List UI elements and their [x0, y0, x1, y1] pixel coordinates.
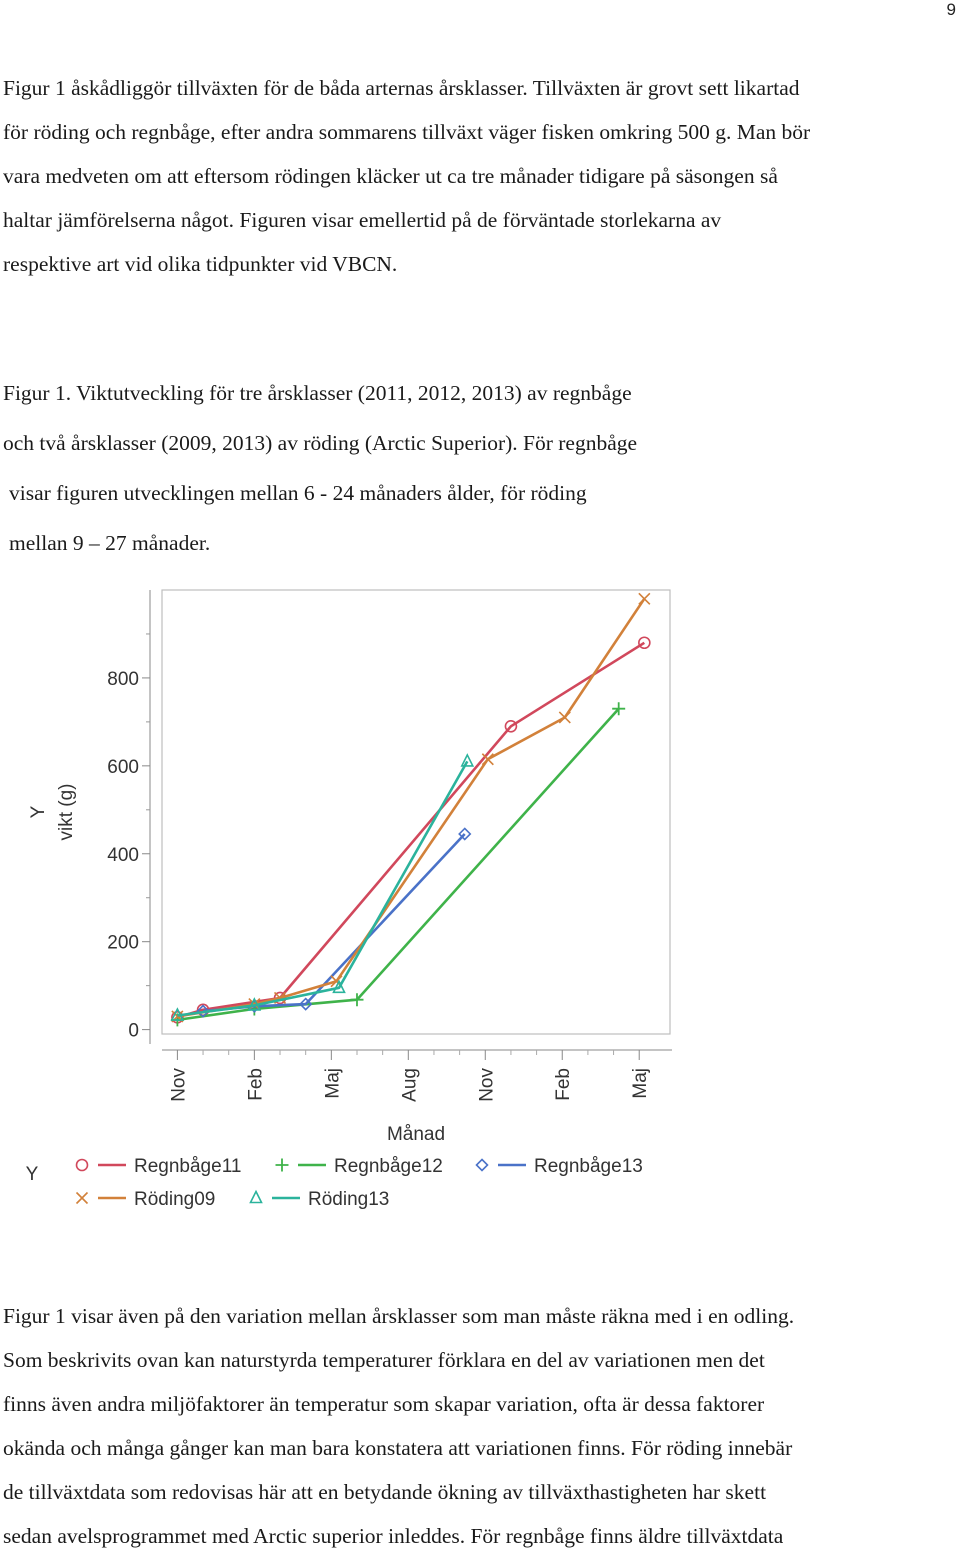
data-point-r-ding13 [170, 1007, 185, 1021]
page-number: 9 [946, 0, 956, 19]
paragraph-line: de tillväxtdata som redovisas här att en… [3, 1480, 767, 1504]
y-tick-label: 600 [107, 757, 139, 778]
legend-label-r-ding09: Röding09 [134, 1189, 215, 1210]
figure-caption: Figur 1. Viktutveckling för tre årsklass… [3, 368, 953, 568]
legend-marker-r-ding13 [249, 1189, 263, 1204]
y-tick-label: 800 [107, 669, 139, 690]
plot-frame [161, 589, 671, 1035]
caption-line: mellan 9 – 27 månader. [9, 531, 211, 555]
paragraph-line: Figur 1 visar även på den variation mell… [3, 1304, 795, 1328]
x-tick-label: Maj [322, 1068, 343, 1099]
intro-paragraph: Figur 1 åskådliggör tillväxten för de bå… [3, 66, 953, 286]
legend-label-regnb-ge13: Regnbåge13 [534, 1156, 643, 1177]
data-point-regnb-ge11 [504, 719, 518, 733]
legend-label-r-ding13: Röding13 [308, 1189, 389, 1210]
legend-marker-regnb-ge13 [475, 1158, 489, 1172]
x-axis-label: Månad [387, 1124, 445, 1145]
data-point-r-ding09 [638, 592, 651, 605]
legend-marker-r-ding09 [75, 1191, 89, 1205]
y-axis-label-top: Y [28, 805, 49, 818]
data-point-r-ding09 [481, 753, 494, 766]
data-point-regnb-ge11 [638, 636, 651, 650]
data-point-regnb-ge12 [612, 702, 626, 716]
weight-chart: Y vikt (g) Månad Y 0 200 400 600 800 Nov Feb Ma… [26, 589, 672, 1210]
x-tick-label: Nov [476, 1068, 497, 1102]
paragraph-line: sedan avelsprogrammet med Arctic superio… [3, 1524, 784, 1548]
legend-marker-regnb-ge12 [275, 1158, 289, 1172]
data-point-regnb-ge12 [350, 993, 364, 1007]
y-tick-label: 0 [128, 1021, 139, 1042]
data-point-regnb-ge13 [299, 997, 313, 1011]
caption-line: och två årsklasser (2009, 2013) av rödin… [3, 431, 638, 455]
data-point-regnb-ge13 [196, 1004, 210, 1018]
legend-marker-regnb-ge11 [75, 1158, 89, 1172]
series-line-r-ding13 [177, 760, 469, 1017]
paragraph-line: vara medveten om att eftersom rödingen k… [3, 164, 778, 188]
x-tick-label: Aug [399, 1068, 420, 1102]
caption-line: Figur 1. Viktutveckling för tre årsklass… [3, 381, 632, 405]
x-tick-label: Feb [245, 1068, 266, 1101]
y-tick-label: 400 [107, 845, 139, 866]
caption-line: visar figuren utvecklingen mellan 6 - 24… [9, 481, 587, 505]
data-point-r-ding13 [332, 979, 346, 994]
paragraph-line: Som beskrivits ovan kan naturstyrda temp… [3, 1348, 765, 1372]
legend-label-regnb-ge12: Regnbåge12 [334, 1156, 443, 1177]
legend-title: Y [26, 1164, 39, 1185]
y-axis-label: vikt (g) [56, 784, 77, 841]
paragraph-line: Figur 1 åskådliggör tillväxten för de bå… [3, 76, 800, 100]
paragraph-line: respektive art vid olika tidpunkter vid … [3, 252, 398, 276]
paragraph-line: för röding och regnbåge, efter andra som… [3, 120, 811, 144]
x-tick-label: Feb [553, 1068, 574, 1101]
legend-label-regnb-ge11: Regnbåge11 [134, 1156, 241, 1177]
y-tick-label: 200 [107, 933, 139, 954]
discussion-paragraph: Figur 1 visar även på den variation mell… [3, 1294, 953, 1558]
data-point-regnb-ge13 [458, 827, 472, 841]
paragraph-line: haltar jämförelserna något. Figuren visa… [3, 208, 722, 232]
paragraph-line: finns även andra miljöfaktorer än temper… [3, 1392, 765, 1416]
paragraph-line: okända och många gånger kan man bara kon… [3, 1436, 793, 1460]
data-point-r-ding09 [558, 711, 571, 724]
data-point-r-ding13 [247, 997, 262, 1011]
data-point-r-ding13 [460, 753, 475, 767]
x-tick-label: Maj [630, 1068, 651, 1099]
x-tick-label: Nov [168, 1068, 189, 1102]
